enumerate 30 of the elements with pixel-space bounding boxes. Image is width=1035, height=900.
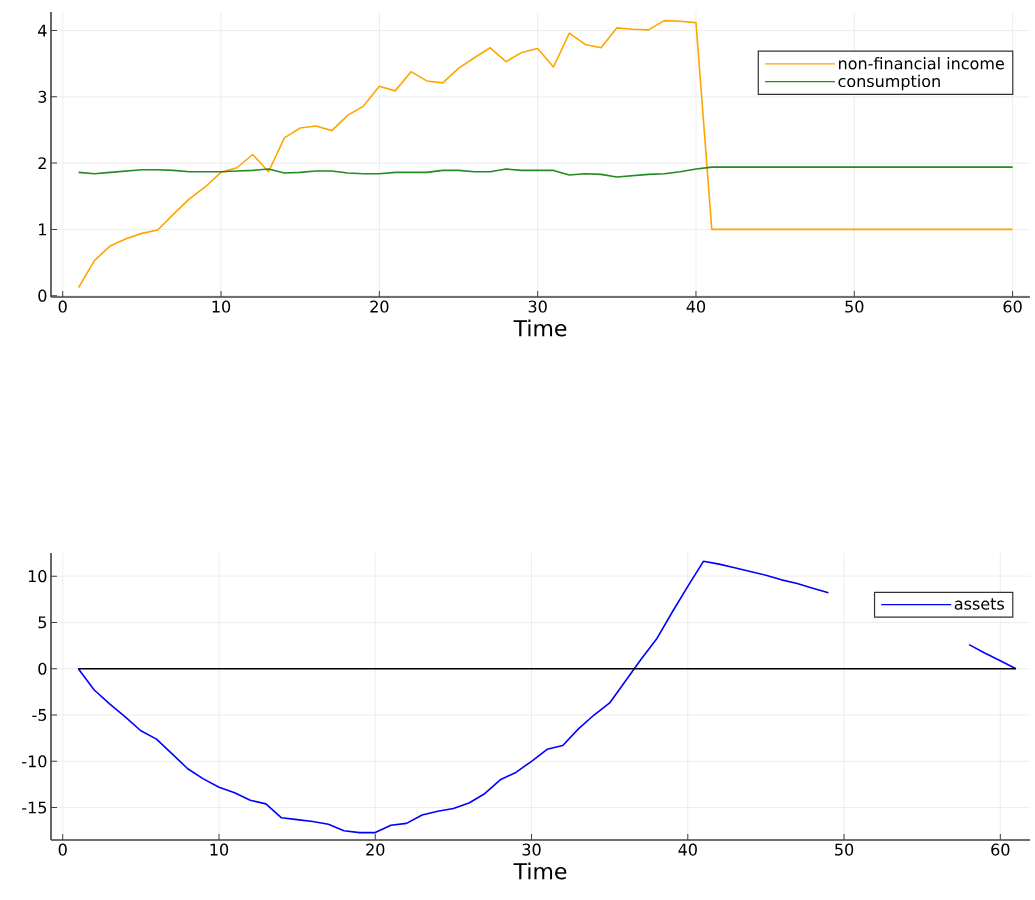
x-tick-label: 50 bbox=[845, 300, 864, 313]
x-tick-label: 0 bbox=[58, 300, 67, 313]
y-tick-label: 0 bbox=[38, 289, 47, 302]
x-tick-label: 20 bbox=[370, 300, 389, 313]
x-tick-label: 10 bbox=[210, 843, 229, 856]
x-tick-label: 60 bbox=[1003, 300, 1022, 313]
x-tick-label: 10 bbox=[212, 300, 231, 313]
y-tick-label: -10 bbox=[22, 755, 47, 768]
legend-label: non-financial income bbox=[839, 57, 1004, 70]
x-tick-label: 30 bbox=[528, 300, 547, 313]
y-tick-label: 0 bbox=[38, 662, 47, 675]
legend-label: consumption bbox=[838, 74, 940, 91]
y-tick-label: -5 bbox=[32, 709, 47, 721]
y-tick-label: 4 bbox=[38, 24, 47, 37]
x-tick-label: 60 bbox=[991, 843, 1010, 856]
y-tick-label: -15 bbox=[22, 801, 47, 814]
x-axis-title: Time bbox=[513, 319, 567, 337]
x-tick-label: 0 bbox=[58, 843, 67, 856]
x-tick-label: 50 bbox=[835, 843, 854, 856]
y-tick-label: 3 bbox=[38, 90, 47, 103]
x-tick-label: 40 bbox=[686, 300, 706, 313]
x-axis-title: Time bbox=[513, 862, 567, 880]
x-tick-label: 40 bbox=[678, 843, 697, 856]
x-tick-label: 30 bbox=[522, 843, 541, 856]
y-tick-label: 10 bbox=[28, 570, 47, 583]
y-tick-label: 5 bbox=[38, 616, 47, 629]
y-tick-label: 1 bbox=[39, 223, 46, 236]
x-tick-label: 20 bbox=[366, 843, 385, 856]
legend-label: assets bbox=[954, 598, 1004, 610]
y-tick-label: 2 bbox=[38, 157, 46, 170]
